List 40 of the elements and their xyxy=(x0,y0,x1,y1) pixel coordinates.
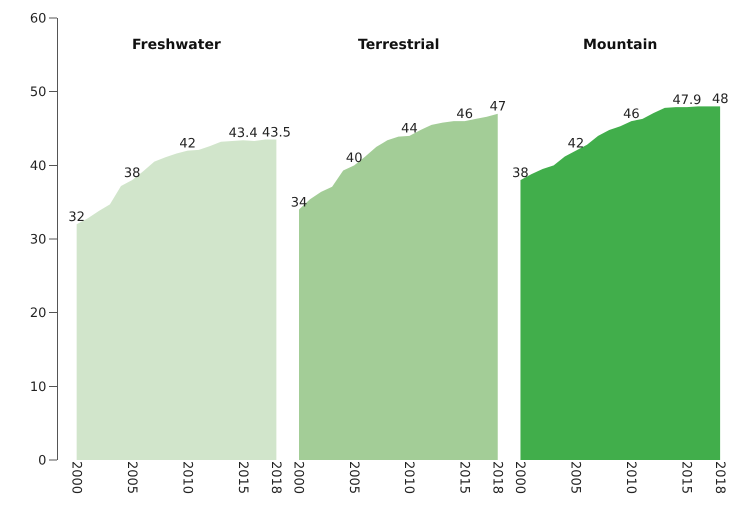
x-tick-label: 2005 xyxy=(124,461,139,494)
x-tick-label: 2000 xyxy=(290,461,306,494)
x-tick-label: 2005 xyxy=(568,461,583,494)
data-label: 38 xyxy=(512,166,529,181)
data-label: 44 xyxy=(401,122,418,137)
x-tick-label: 2015 xyxy=(456,461,472,494)
data-label: 46 xyxy=(456,106,473,122)
x-tick-label: 2000 xyxy=(512,461,528,494)
y-tick-label: 20 xyxy=(30,306,46,322)
y-tick-label: 30 xyxy=(30,232,46,248)
x-tick-label: 2010 xyxy=(179,461,194,494)
data-label: 32 xyxy=(68,210,85,226)
data-label: 34 xyxy=(290,195,308,210)
data-label: 38 xyxy=(124,166,140,181)
data-label: 43.4 xyxy=(228,126,258,142)
data-label: 47.9 xyxy=(672,92,702,108)
data-label: 40 xyxy=(346,151,362,166)
text: Terrestrial xyxy=(358,37,440,53)
x-tick-label: 2010 xyxy=(623,461,638,494)
x-tick-label: 2018 xyxy=(712,461,728,494)
y-tick-label: 60 xyxy=(30,12,46,27)
x-tick-label: 2015 xyxy=(678,461,694,494)
x-tick-label: 2018 xyxy=(490,461,505,494)
data-label: 46 xyxy=(623,106,640,122)
y-tick-label: 50 xyxy=(30,85,46,100)
y-tick-label: 40 xyxy=(30,158,46,174)
text: Mountain xyxy=(583,37,658,53)
data-label: 47 xyxy=(490,100,506,115)
data-label: 42 xyxy=(568,136,584,152)
x-tick-label: 2000 xyxy=(68,461,84,494)
x-tick-label: 2018 xyxy=(268,461,284,494)
y-tick-label: 0 xyxy=(38,454,46,469)
x-tick-label: 2015 xyxy=(234,461,250,494)
data-label: 42 xyxy=(179,136,196,152)
x-tick-label: 2010 xyxy=(401,461,416,494)
data-label: 43.5 xyxy=(262,125,291,140)
text: Freshwater xyxy=(132,37,221,53)
x-tick-label: 2005 xyxy=(346,461,361,494)
y-tick-label: 10 xyxy=(30,380,46,395)
data-label: 48 xyxy=(712,92,729,108)
